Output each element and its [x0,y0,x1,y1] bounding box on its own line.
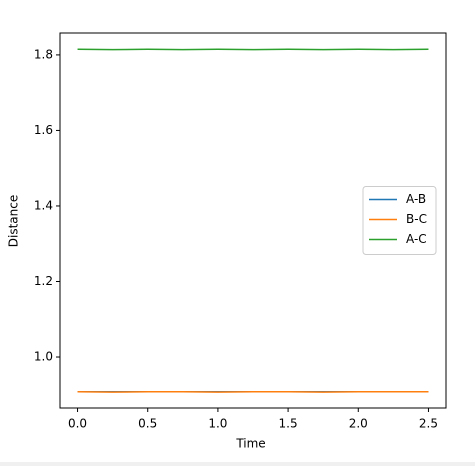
y-axis-label: Distance [7,195,21,247]
legend-label: A-C [406,232,427,246]
y-tick-label: 1.4 [34,198,53,212]
y-tick-label: 1.8 [34,47,53,61]
x-tick-label: 0.5 [138,417,157,431]
x-tick-label: 1.5 [279,417,298,431]
y-tick-label: 1.0 [34,350,53,364]
legend-label: A-B [406,192,426,206]
legend-box [362,186,437,255]
bottom-strip [0,462,475,466]
x-tick-label: 1.0 [208,417,227,431]
x-tick-label: 0.0 [68,417,87,431]
plot-frame [59,32,447,409]
x-tick-label: 2.5 [419,417,438,431]
legend-label: B-C [406,212,427,226]
y-tick-label: 1.2 [34,274,53,288]
x-tick-label: 2.0 [349,417,368,431]
y-tick-label: 1.6 [34,123,53,137]
x-axis-label: Time [235,437,265,451]
